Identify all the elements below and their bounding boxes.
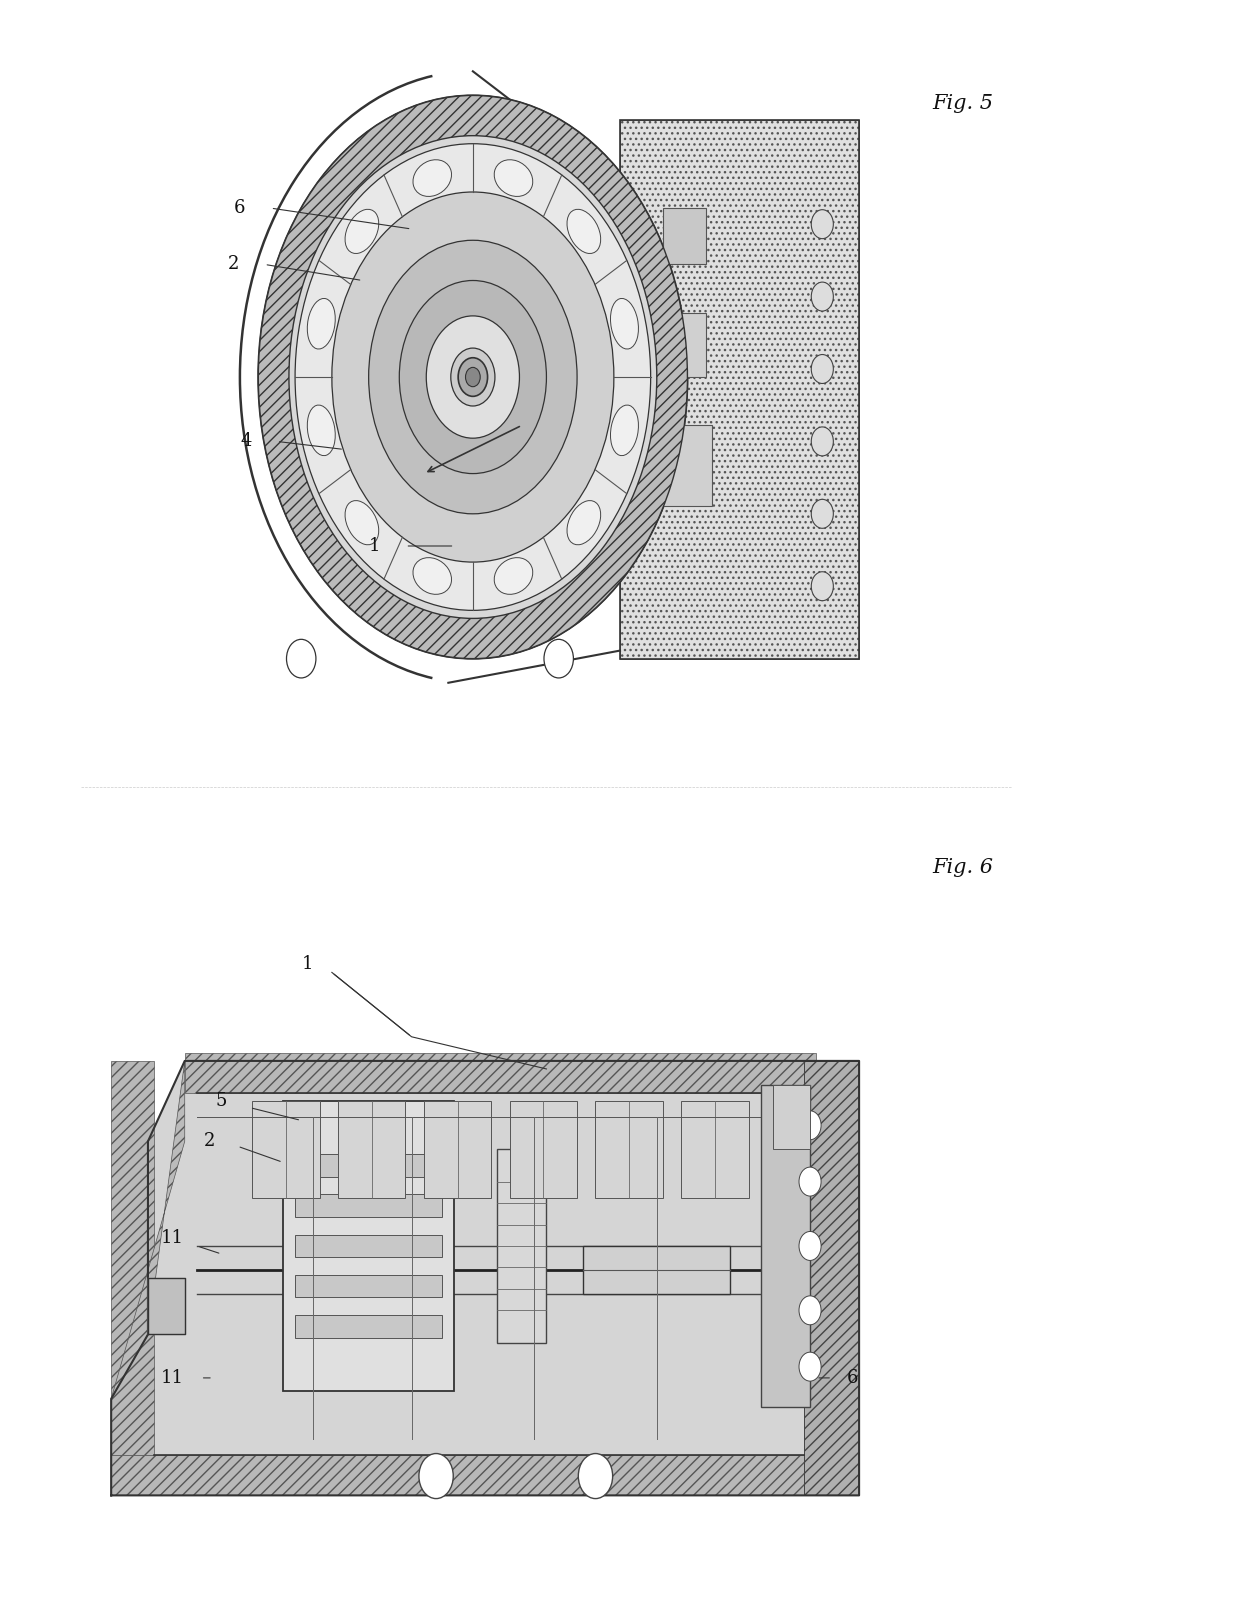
Bar bbox=[663, 208, 706, 265]
Circle shape bbox=[811, 209, 833, 239]
Circle shape bbox=[279, 276, 299, 302]
Circle shape bbox=[368, 240, 577, 514]
Text: 11: 11 bbox=[161, 1229, 184, 1246]
Polygon shape bbox=[112, 1061, 859, 1495]
Circle shape bbox=[497, 618, 517, 643]
Text: 6: 6 bbox=[234, 200, 246, 217]
Bar bbox=[295, 1315, 443, 1337]
FancyBboxPatch shape bbox=[620, 120, 859, 659]
Circle shape bbox=[799, 1352, 821, 1381]
Bar bbox=[252, 1100, 320, 1198]
Circle shape bbox=[811, 571, 833, 601]
Bar bbox=[497, 1149, 547, 1342]
Bar bbox=[595, 1100, 663, 1198]
Text: 1: 1 bbox=[301, 956, 312, 974]
Text: Fig. 5: Fig. 5 bbox=[932, 94, 993, 114]
Circle shape bbox=[799, 1232, 821, 1261]
Bar bbox=[761, 1086, 810, 1407]
Circle shape bbox=[286, 639, 316, 678]
Ellipse shape bbox=[345, 209, 378, 253]
Polygon shape bbox=[112, 1061, 185, 1399]
Text: 1: 1 bbox=[370, 537, 381, 555]
Circle shape bbox=[811, 354, 833, 383]
Circle shape bbox=[427, 316, 520, 438]
Circle shape bbox=[799, 1167, 821, 1196]
Circle shape bbox=[399, 281, 547, 474]
Circle shape bbox=[365, 141, 384, 167]
Circle shape bbox=[258, 96, 687, 659]
Circle shape bbox=[660, 364, 678, 390]
Text: 6: 6 bbox=[847, 1368, 859, 1388]
Bar bbox=[112, 1456, 859, 1495]
Bar bbox=[295, 1154, 443, 1177]
Text: Fig. 6: Fig. 6 bbox=[932, 859, 993, 878]
Bar bbox=[339, 1100, 405, 1198]
Bar bbox=[112, 1061, 154, 1456]
Wedge shape bbox=[258, 96, 687, 659]
Bar bbox=[283, 1100, 455, 1391]
Ellipse shape bbox=[610, 406, 639, 456]
Circle shape bbox=[497, 110, 517, 136]
Circle shape bbox=[365, 588, 384, 613]
Ellipse shape bbox=[413, 159, 451, 196]
Text: 11: 11 bbox=[161, 1368, 184, 1388]
Bar bbox=[295, 1195, 443, 1217]
Circle shape bbox=[419, 1454, 454, 1498]
Circle shape bbox=[544, 639, 573, 678]
Bar bbox=[663, 313, 706, 377]
Circle shape bbox=[614, 198, 632, 224]
Ellipse shape bbox=[413, 558, 451, 594]
Circle shape bbox=[458, 357, 487, 396]
Circle shape bbox=[295, 144, 651, 610]
Circle shape bbox=[799, 1295, 821, 1324]
Bar bbox=[620, 120, 859, 659]
Ellipse shape bbox=[610, 299, 639, 349]
Bar bbox=[424, 1100, 491, 1198]
Text: 2: 2 bbox=[203, 1133, 215, 1151]
Bar bbox=[804, 1061, 859, 1495]
Bar bbox=[295, 1235, 443, 1258]
Ellipse shape bbox=[308, 299, 335, 349]
Circle shape bbox=[451, 347, 495, 406]
Circle shape bbox=[332, 192, 614, 562]
Text: 2: 2 bbox=[228, 255, 239, 273]
Circle shape bbox=[578, 1454, 613, 1498]
Circle shape bbox=[279, 453, 299, 477]
Bar bbox=[583, 1246, 730, 1294]
Ellipse shape bbox=[567, 500, 600, 545]
Circle shape bbox=[614, 529, 632, 555]
Bar bbox=[681, 1100, 749, 1198]
Ellipse shape bbox=[567, 209, 600, 253]
Bar bbox=[295, 1276, 443, 1297]
Circle shape bbox=[811, 500, 833, 529]
Circle shape bbox=[811, 282, 833, 312]
Polygon shape bbox=[148, 1279, 185, 1334]
Ellipse shape bbox=[495, 558, 533, 594]
Circle shape bbox=[465, 367, 480, 386]
Circle shape bbox=[811, 427, 833, 456]
Bar bbox=[185, 1053, 816, 1094]
Circle shape bbox=[799, 1110, 821, 1139]
Bar bbox=[510, 1100, 577, 1198]
Text: 5: 5 bbox=[216, 1092, 227, 1110]
Ellipse shape bbox=[308, 406, 335, 456]
Ellipse shape bbox=[345, 500, 378, 545]
Bar bbox=[663, 425, 712, 506]
Bar bbox=[774, 1086, 810, 1149]
Text: 4: 4 bbox=[241, 432, 252, 451]
Ellipse shape bbox=[495, 159, 533, 196]
